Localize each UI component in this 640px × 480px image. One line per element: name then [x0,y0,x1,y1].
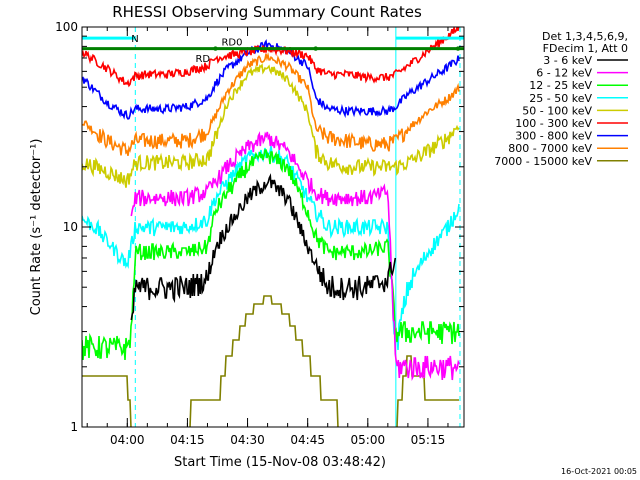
generation-timestamp: 16-Oct-2021 00:05 [561,467,637,476]
legend-entry-label: 100 - 300 keV [515,117,592,130]
series-line-800-7000keV [82,51,460,156]
annotation-marker-rd0 [455,46,461,51]
series-line-7000-15000keV [82,295,459,427]
annotation-label-rd0: RD0 [221,38,242,49]
y-axis-label: Count Rate (s⁻¹ detector⁻¹) [29,139,44,316]
annotation-layer: N RD0 RD [82,34,464,65]
chart-title: RHESSI Observing Summary Count Rates [112,3,422,21]
legend-entry-label: 50 - 100 keV [522,104,592,117]
series-layer [82,27,461,427]
legend-header-line: Det 1,3,4,5,6,9, [542,30,628,43]
x-axis: 04:00 04:15 04:30 04:45 05:00 05:15 [86,27,449,447]
plot-area: N RD0 RD [82,27,464,427]
legend-entry-label: 25 - 50 keV [529,92,592,105]
legend-entry-label: 6 - 12 keV [536,67,592,80]
legend-entry-label: 12 - 25 keV [529,79,592,92]
series-line-300-800keV [82,39,460,120]
x-tick-label: 05:00 [351,433,386,447]
annotation-marker-rd0 [213,46,218,51]
x-tick-label: 04:00 [110,433,145,447]
x-tick-label: 04:30 [230,433,265,447]
y-axis: 1 10 100 [55,20,464,434]
legend: Det 1,3,4,5,6,9,FDecim 1, Att 03 - 6 keV… [494,30,628,168]
annotation-marker-rd0 [313,46,318,51]
legend-header-line: FDecim 1, Att 0 [543,42,628,55]
annotation-label-n: N [131,34,138,45]
annotation-label-rd: RD [195,54,210,65]
legend-entry-label: 300 - 800 keV [515,130,592,143]
x-tick-label: 04:15 [170,433,205,447]
series-line-6-12keV [130,131,461,381]
x-axis-label: Start Time (15-Nov-08 03:48:42) [174,455,386,470]
y-tick-label: 100 [55,20,78,34]
legend-entry-label: 7000 - 15000 keV [494,155,592,168]
legend-entry-label: 3 - 6 keV [543,54,592,67]
x-tick-label: 05:15 [411,433,446,447]
series-line-50-100keV [82,63,460,188]
y-tick-label: 10 [63,220,78,234]
series-line-12-25keV [82,149,460,361]
y-tick-label: 1 [70,420,78,434]
x-tick-label: 04:45 [290,433,325,447]
legend-entry-label: 800 - 7000 keV [508,142,592,155]
series-line-3-6keV [130,173,397,321]
